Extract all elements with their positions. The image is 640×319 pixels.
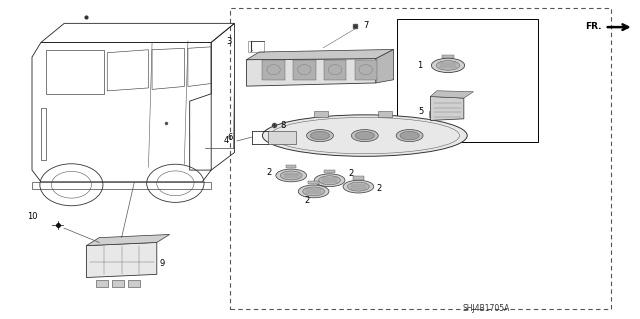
Bar [397, 19, 538, 142]
Bar [314, 111, 328, 117]
Polygon shape [86, 242, 157, 278]
Text: 8: 8 [280, 121, 285, 130]
Text: 5: 5 [419, 107, 424, 116]
Ellipse shape [310, 131, 330, 140]
Bar [293, 60, 316, 80]
Ellipse shape [355, 131, 374, 140]
Bar [429, 111, 443, 117]
Ellipse shape [400, 131, 419, 140]
Text: 10: 10 [27, 212, 37, 221]
Bar [268, 131, 296, 144]
Bar [96, 280, 108, 287]
Text: 6: 6 [227, 133, 232, 142]
Text: 2: 2 [349, 169, 354, 178]
Bar [248, 41, 264, 52]
Ellipse shape [307, 130, 333, 142]
Bar [442, 55, 454, 58]
Polygon shape [430, 91, 474, 98]
Polygon shape [376, 49, 394, 83]
Bar [324, 170, 335, 173]
Bar [286, 165, 296, 168]
Polygon shape [430, 96, 464, 120]
Text: 2: 2 [267, 168, 272, 177]
Bar [355, 60, 377, 80]
Text: 9: 9 [160, 259, 165, 268]
Bar [230, 8, 611, 309]
Text: 2: 2 [304, 197, 309, 205]
Ellipse shape [262, 115, 467, 156]
Bar [128, 280, 140, 287]
Bar [112, 280, 124, 287]
Text: 7: 7 [363, 21, 368, 30]
Bar [353, 176, 364, 180]
Ellipse shape [396, 130, 423, 142]
Polygon shape [86, 234, 170, 246]
Ellipse shape [276, 169, 307, 182]
Text: FR.: FR. [585, 22, 602, 31]
Ellipse shape [303, 187, 324, 196]
Ellipse shape [280, 171, 302, 180]
Text: 4: 4 [224, 137, 229, 145]
Text: 2: 2 [376, 184, 381, 193]
Text: 1: 1 [417, 61, 422, 70]
Ellipse shape [319, 176, 340, 185]
Bar [324, 60, 346, 80]
Text: 3: 3 [227, 37, 232, 46]
Text: SHJ4B1705A: SHJ4B1705A [463, 304, 510, 313]
Ellipse shape [298, 185, 329, 198]
Polygon shape [246, 49, 394, 60]
Ellipse shape [314, 174, 345, 187]
Ellipse shape [343, 180, 374, 193]
Ellipse shape [348, 182, 369, 191]
Bar [308, 181, 319, 184]
Polygon shape [246, 59, 376, 86]
Ellipse shape [431, 58, 465, 73]
Bar [378, 111, 392, 117]
Ellipse shape [351, 130, 378, 142]
Ellipse shape [436, 61, 460, 70]
Bar [262, 60, 285, 80]
